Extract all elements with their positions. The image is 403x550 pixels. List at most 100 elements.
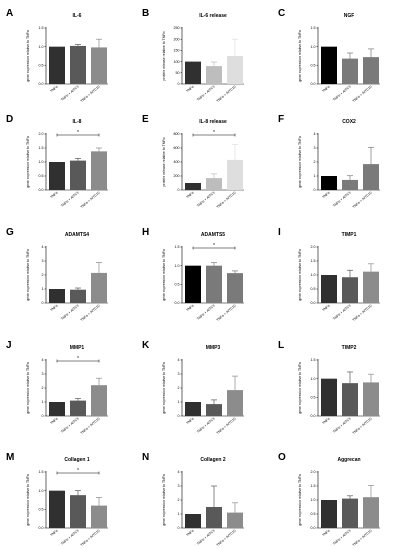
y-tick-label: 2.0	[311, 470, 316, 474]
category-label: TNFα	[186, 529, 195, 538]
y-tick-label: 0	[42, 414, 44, 418]
y-tick-label: 1.0	[311, 377, 316, 381]
y-axis-label: gene expression relative to TNFα	[26, 474, 30, 526]
bar	[185, 183, 201, 190]
bar	[363, 382, 379, 416]
category-label: TNFα + AITC3	[60, 529, 80, 546]
y-tick-label: 250	[174, 26, 180, 30]
y-tick-label: 1	[42, 400, 44, 404]
panel-title: COX2	[342, 119, 356, 125]
y-tick-label: 1.5	[311, 484, 316, 488]
y-tick-label: 1.0	[39, 489, 44, 493]
significance-star: *	[213, 243, 215, 249]
y-tick-label: 0.5	[311, 396, 316, 400]
bar	[91, 151, 107, 190]
category-label: TNFα	[186, 85, 195, 94]
panel-a: A IL-6 gene expression relative to TNFα 0.0…	[6, 8, 108, 103]
y-tick-label: 1.5	[175, 245, 180, 249]
panel-label: B	[142, 8, 149, 19]
y-tick-label: 0	[178, 526, 180, 530]
panel-title: IL-6	[73, 13, 82, 19]
panel-title: Collagen 1	[64, 457, 90, 463]
y-tick-label: 1.5	[39, 26, 44, 30]
y-tick-label: 0.0	[39, 82, 44, 86]
bar	[227, 273, 243, 303]
y-tick-label: 3	[178, 484, 180, 488]
y-tick-label: 200	[174, 37, 180, 41]
bar	[206, 404, 222, 416]
panel-d: D IL-8 gene expression relative to TNFα 0.0…	[6, 114, 108, 209]
y-tick-label: 0.5	[311, 64, 316, 68]
y-tick-label: 3	[314, 146, 316, 150]
category-label: TNFα + AITC3	[196, 304, 216, 321]
category-label: TNFα	[186, 304, 195, 313]
y-axis-label: gene expression relative to TNFα	[26, 362, 30, 414]
y-tick-label: 2	[314, 160, 316, 164]
bar	[185, 61, 201, 84]
category-label: TNFα	[322, 191, 331, 200]
y-tick-label: 0	[178, 188, 180, 192]
y-axis-label: gene expression relative to TNFα	[162, 362, 166, 414]
panel-label: I	[278, 227, 281, 238]
y-axis-label: gene expression relative to TNFα	[26, 249, 30, 301]
category-label: TNFα	[50, 529, 59, 538]
y-tick-label: 0.0	[39, 526, 44, 530]
category-label: TNFα + AITC3	[196, 417, 216, 434]
category-label: TNFα + AITC10	[352, 304, 373, 323]
y-tick-label: 0.0	[175, 301, 180, 305]
y-tick-label: 4	[314, 132, 316, 136]
y-tick-label: 4	[178, 470, 180, 474]
category-label: TNFα + AITC3	[60, 85, 80, 102]
panel-c: C NGF gene expression relative to TNFα 0.0 0…	[278, 8, 380, 103]
category-label: TNFα + AITC3	[60, 417, 80, 434]
bar	[70, 160, 86, 190]
category-label: TNFα + AITC10	[80, 417, 101, 436]
y-tick-label: 800	[174, 132, 180, 136]
panel-title: Collagen 2	[200, 457, 226, 463]
y-tick-label: 2	[178, 386, 180, 390]
bar	[321, 176, 337, 190]
panel-h: H ADAMTS5 gene expression relative to TNFα…	[142, 227, 244, 322]
bar	[363, 164, 379, 190]
panel-title: IL-6 release	[199, 13, 227, 19]
panel-label: M	[6, 452, 14, 463]
y-tick-label: 1	[178, 400, 180, 404]
y-axis-label: gene expression relative to TNFα	[298, 362, 302, 414]
y-tick-label: 0.0	[311, 82, 316, 86]
panel-title: TIMP2	[342, 345, 357, 351]
category-label: TNFα + AITC10	[80, 191, 101, 210]
category-label: TNFα + AITC10	[352, 529, 373, 548]
y-tick-label: 0	[314, 188, 316, 192]
bar	[321, 378, 337, 416]
y-tick-label: 2	[42, 386, 44, 390]
panel-g: G ADAMTS4 gene expression relative to TNFα…	[6, 227, 108, 322]
y-tick-label: 2	[42, 273, 44, 277]
bar	[342, 179, 358, 190]
panel-label: L	[278, 340, 284, 351]
category-label: TNFα	[322, 304, 331, 313]
bar	[91, 47, 107, 84]
category-label: TNFα	[322, 85, 331, 94]
y-tick-label: 0.5	[311, 287, 316, 291]
y-axis-label: protein release relative to TNFα	[162, 137, 166, 186]
category-label: TNFα + AITC3	[196, 191, 216, 208]
bar	[185, 265, 201, 303]
category-label: TNFα + AITC10	[216, 191, 237, 210]
panel-label: C	[278, 8, 285, 19]
category-label: TNFα + AITC10	[80, 85, 101, 104]
panel-title: ADAMTS4	[65, 232, 89, 238]
significance-star: *	[77, 130, 79, 136]
bar	[49, 289, 65, 303]
bar	[321, 46, 337, 84]
y-tick-label: 1.5	[39, 146, 44, 150]
category-label: TNFα	[186, 191, 195, 200]
y-tick-label: 200	[174, 174, 180, 178]
y-tick-label: 1.0	[39, 160, 44, 164]
panel-i: I TIMP1 gene expression relative to TNFα 0.…	[278, 227, 380, 322]
panel-label: K	[142, 340, 150, 351]
bar	[91, 272, 107, 303]
panel-title: IL-8 release	[199, 119, 227, 125]
y-tick-label: 1.5	[311, 259, 316, 263]
panel-title: Aggrecan	[337, 457, 360, 463]
